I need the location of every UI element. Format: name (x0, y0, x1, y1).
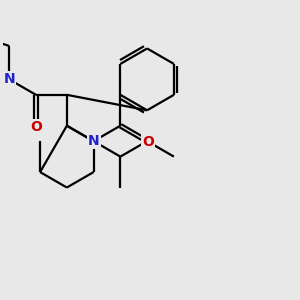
Text: O: O (142, 135, 154, 149)
Text: N: N (88, 134, 99, 148)
Text: O: O (30, 120, 42, 134)
Text: N: N (3, 72, 15, 86)
